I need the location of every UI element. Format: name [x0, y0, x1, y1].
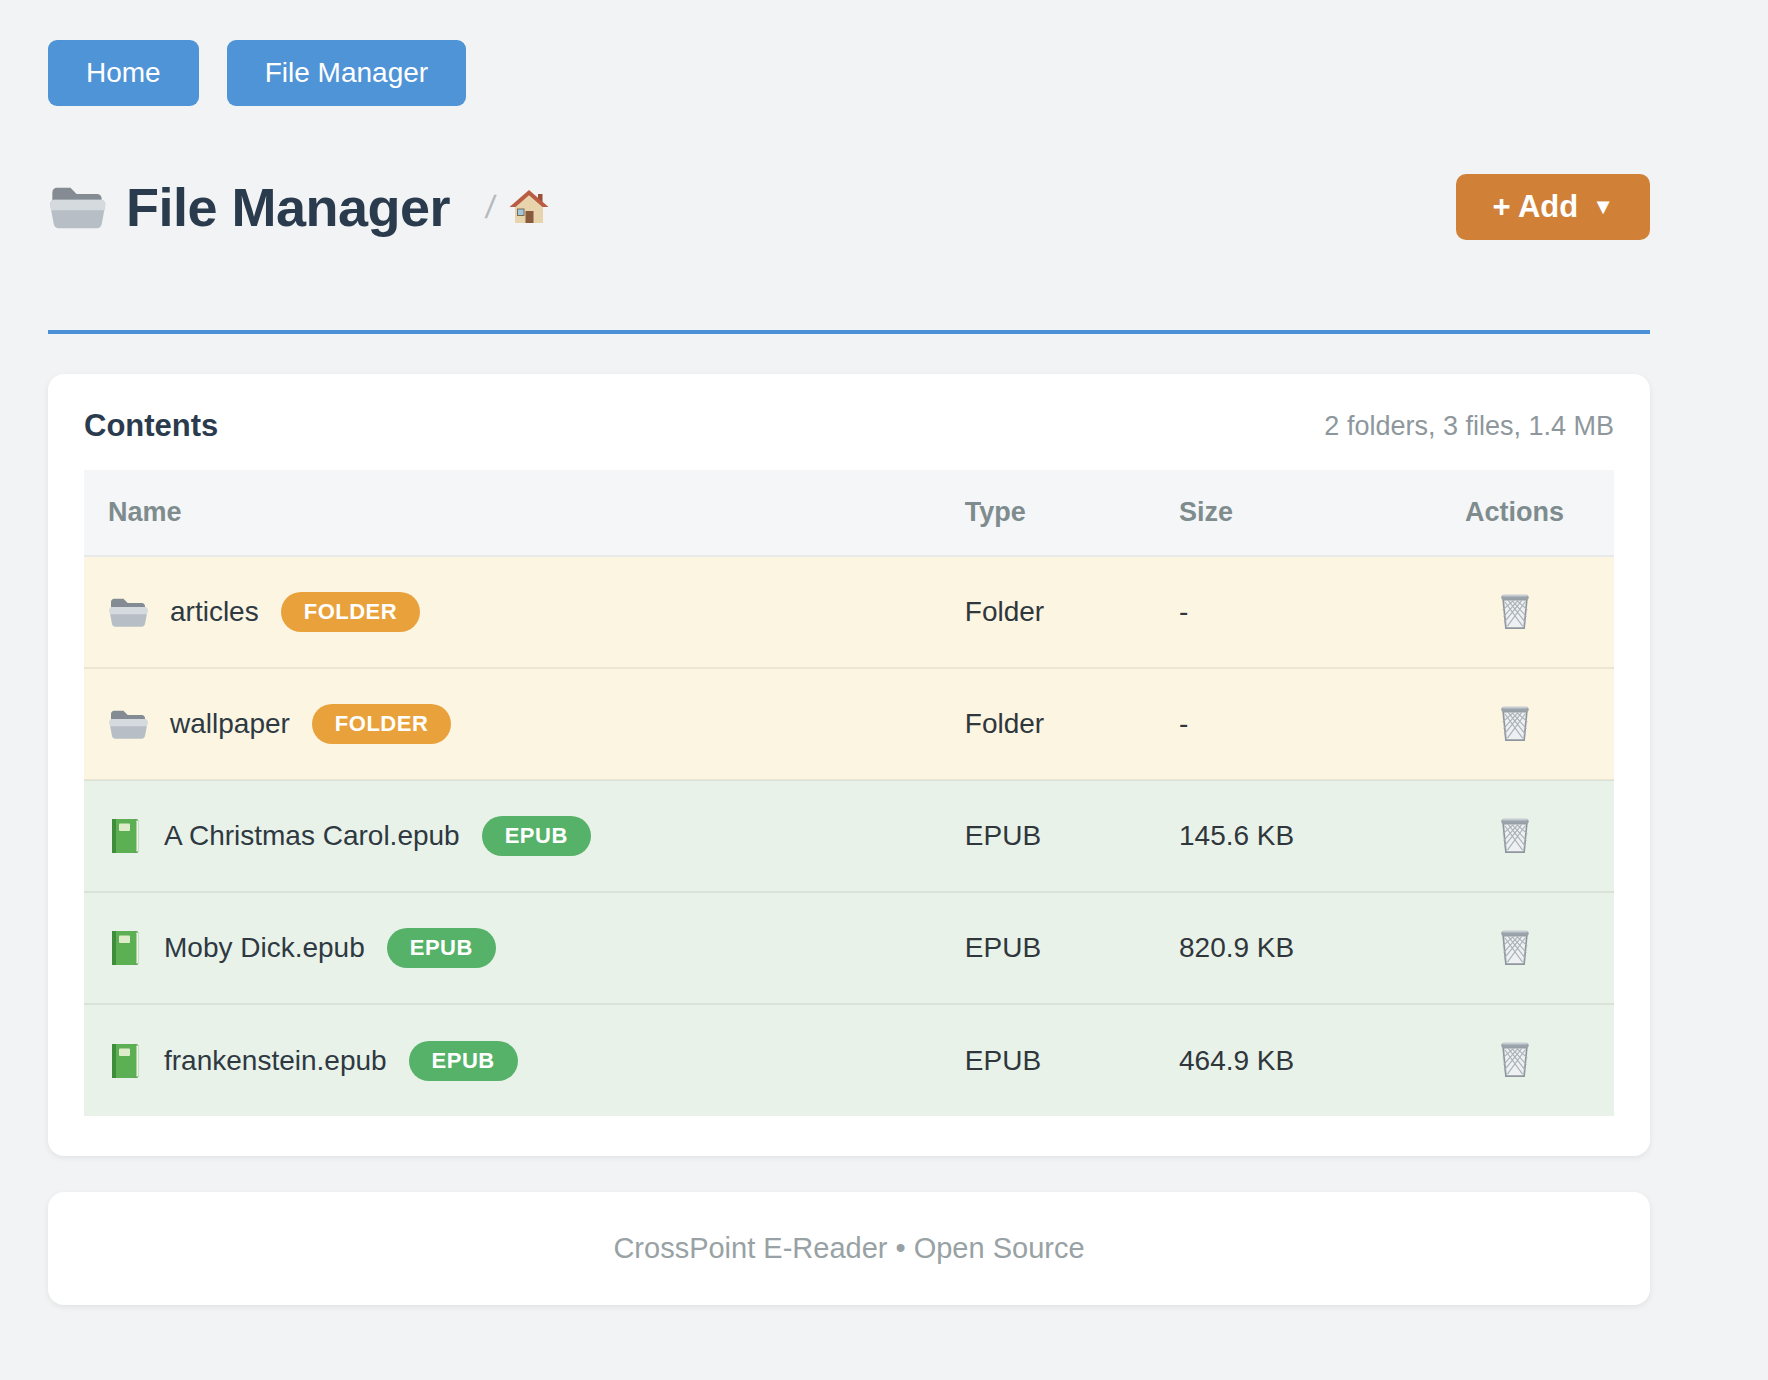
column-header-size: Size	[1155, 470, 1415, 556]
title-wrap: File Manager /	[48, 176, 549, 238]
breadcrumb-separator: /	[483, 189, 497, 226]
add-button[interactable]: + Add ▼	[1456, 174, 1650, 240]
trash-icon	[1497, 1040, 1533, 1078]
file-table: Name Type Size Actions articles FOLDER F…	[84, 470, 1614, 1116]
breadcrumb: /	[486, 189, 549, 226]
size-cell: 464.9 KB	[1155, 1004, 1415, 1116]
file-link[interactable]: wallpaper FOLDER	[108, 704, 917, 744]
table-row: frankenstein.epub EPUB EPUB 464.9 KB	[84, 1004, 1614, 1116]
table-row: wallpaper FOLDER Folder -	[84, 668, 1614, 780]
trash-icon	[1497, 592, 1533, 630]
type-badge: EPUB	[409, 1041, 518, 1081]
file-link[interactable]: frankenstein.epub EPUB	[108, 1041, 917, 1081]
delete-button[interactable]	[1493, 1036, 1537, 1082]
column-header-name: Name	[84, 470, 941, 556]
table-row: articles FOLDER Folder -	[84, 556, 1614, 668]
file-name: A Christmas Carol.epub	[164, 820, 460, 852]
table-header-row: Name Type Size Actions	[84, 470, 1614, 556]
header-divider	[48, 330, 1650, 334]
file-manager-button[interactable]: File Manager	[227, 40, 466, 106]
contents-card: Contents 2 folders, 3 files, 1.4 MB Name…	[48, 374, 1650, 1156]
table-row: Moby Dick.epub EPUB EPUB 820.9 KB	[84, 892, 1614, 1004]
footer-text: CrossPoint E-Reader • Open Source	[68, 1232, 1630, 1265]
file-name: wallpaper	[170, 708, 290, 740]
trash-icon	[1497, 816, 1533, 854]
contents-summary: 2 folders, 3 files, 1.4 MB	[1324, 411, 1614, 442]
delete-button[interactable]	[1493, 812, 1537, 858]
house-icon[interactable]	[509, 189, 549, 225]
type-cell: Folder	[941, 556, 1155, 668]
page-header: File Manager / + Add ▼	[48, 174, 1650, 240]
file-name: frankenstein.epub	[164, 1045, 387, 1077]
folder-icon	[48, 182, 106, 232]
book-icon	[108, 929, 142, 967]
size-cell: -	[1155, 556, 1415, 668]
table-row: A Christmas Carol.epub EPUB EPUB 145.6 K…	[84, 780, 1614, 892]
contents-title: Contents	[84, 408, 218, 444]
footer-card: CrossPoint E-Reader • Open Source	[48, 1192, 1650, 1305]
top-nav: Home File Manager	[48, 40, 1650, 106]
delete-button[interactable]	[1493, 588, 1537, 634]
type-badge: FOLDER	[312, 704, 451, 744]
file-link[interactable]: articles FOLDER	[108, 592, 917, 632]
trash-icon	[1497, 928, 1533, 966]
page-container: Home File Manager File Manager / + Add ▼…	[48, 0, 1650, 1305]
file-link[interactable]: A Christmas Carol.epub EPUB	[108, 816, 917, 856]
trash-icon	[1497, 704, 1533, 742]
caret-down-icon: ▼	[1592, 196, 1614, 218]
file-link[interactable]: Moby Dick.epub EPUB	[108, 928, 917, 968]
folder-icon	[108, 595, 148, 629]
size-cell: 145.6 KB	[1155, 780, 1415, 892]
column-header-actions: Actions	[1415, 470, 1614, 556]
type-cell: EPUB	[941, 780, 1155, 892]
type-cell: EPUB	[941, 892, 1155, 1004]
delete-button[interactable]	[1493, 700, 1537, 746]
contents-card-header: Contents 2 folders, 3 files, 1.4 MB	[84, 408, 1614, 444]
file-name: articles	[170, 596, 259, 628]
type-badge: EPUB	[387, 928, 496, 968]
page-title: File Manager	[126, 176, 450, 238]
table-body: articles FOLDER Folder - wallpaper FOLDE…	[84, 556, 1614, 1116]
book-icon	[108, 817, 142, 855]
size-cell: 820.9 KB	[1155, 892, 1415, 1004]
column-header-type: Type	[941, 470, 1155, 556]
delete-button[interactable]	[1493, 924, 1537, 970]
book-icon	[108, 1042, 142, 1080]
size-cell: -	[1155, 668, 1415, 780]
type-badge: FOLDER	[281, 592, 420, 632]
type-cell: Folder	[941, 668, 1155, 780]
folder-icon	[108, 707, 148, 741]
home-button[interactable]: Home	[48, 40, 199, 106]
type-cell: EPUB	[941, 1004, 1155, 1116]
add-button-label: + Add	[1492, 189, 1578, 225]
type-badge: EPUB	[482, 816, 591, 856]
file-name: Moby Dick.epub	[164, 932, 365, 964]
